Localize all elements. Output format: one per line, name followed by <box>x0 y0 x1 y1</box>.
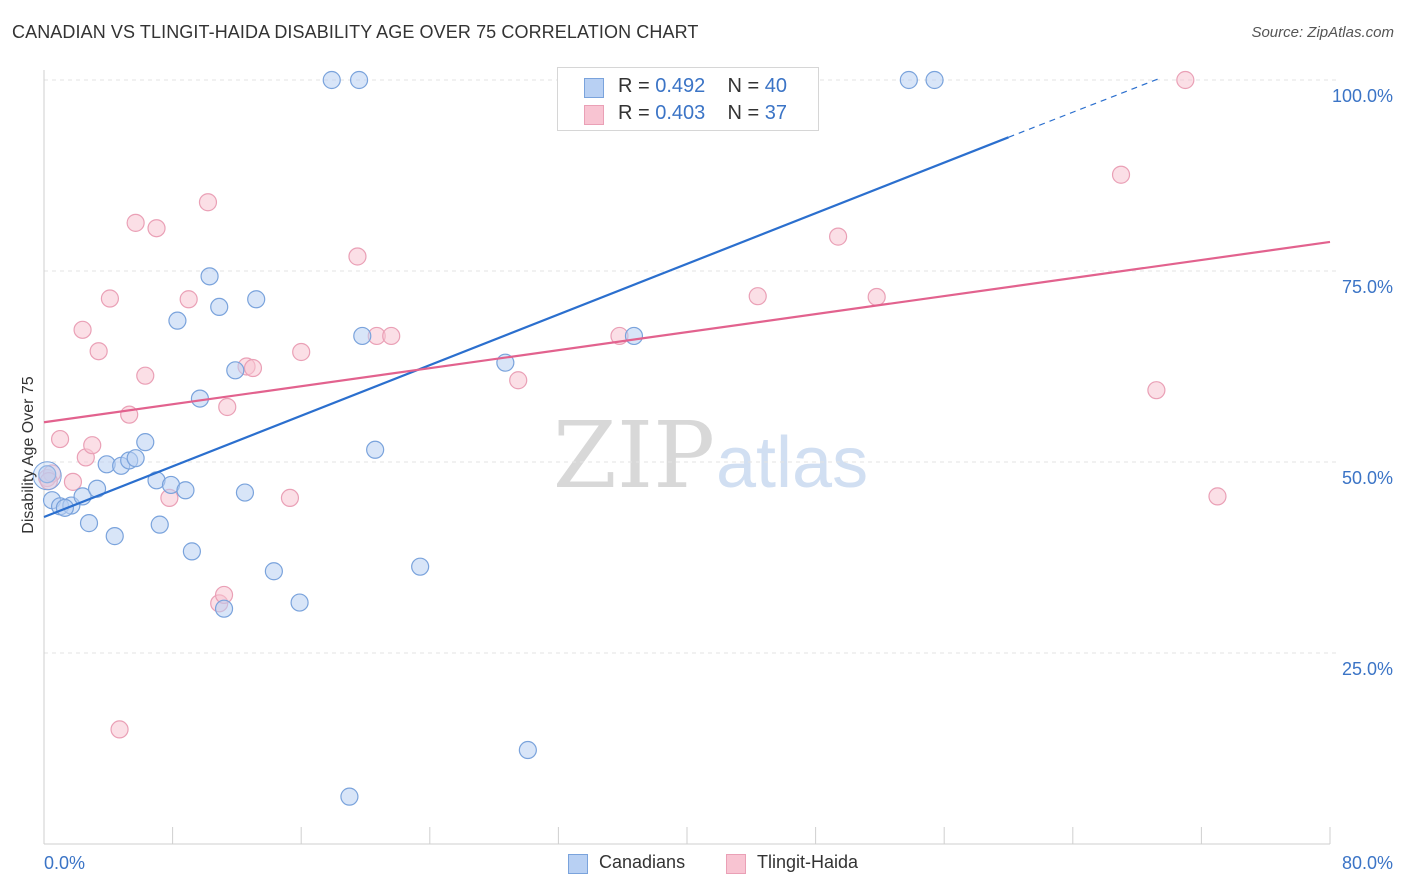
point-tlingit-haida <box>110 720 129 739</box>
swatch-canadians <box>568 854 588 874</box>
trend-line-canadians <box>43 136 1009 519</box>
point-tlingit-haida <box>1208 487 1227 506</box>
chart-title: CANADIAN VS TLINGIT-HAIDA DISABILITY AGE… <box>12 22 699 42</box>
swatch-tlingit-haida <box>726 854 746 874</box>
point-tlingit-haida <box>100 289 120 308</box>
point-canadians <box>518 740 537 760</box>
point-tlingit-haida <box>509 371 528 390</box>
point-canadians <box>349 70 369 90</box>
y-tick-label: 25.0% <box>1342 659 1393 679</box>
x-tick-label-left: 0.0% <box>44 853 85 873</box>
point-tlingit-haida <box>280 488 300 508</box>
point-canadians <box>340 787 359 806</box>
point-canadians <box>290 593 309 612</box>
point-cluster <box>32 461 62 491</box>
point-canadians <box>79 514 99 533</box>
y-tick-label: 75.0% <box>1342 277 1393 297</box>
point-canadians <box>210 297 229 317</box>
point-canadians <box>411 557 430 576</box>
point-tlingit-haida <box>198 193 218 212</box>
point-canadians <box>366 440 385 459</box>
point-tlingit-haida <box>136 366 155 385</box>
point-canadians <box>264 562 283 581</box>
point-canadians <box>899 70 918 90</box>
point-canadians <box>150 515 169 534</box>
point-canadians <box>176 481 195 500</box>
y-tick-label: 50.0% <box>1342 468 1393 488</box>
legend-label-tlingit-haida: Tlingit-Haida <box>757 852 859 872</box>
trend-extension-canadians <box>1008 77 1162 138</box>
point-canadians <box>168 311 187 330</box>
point-canadians <box>235 483 255 502</box>
n-label: N = <box>727 102 765 124</box>
point-canadians <box>624 326 644 346</box>
point-canadians <box>126 449 145 468</box>
swatch-canadians <box>584 78 604 98</box>
point-tlingit-haida <box>867 287 886 307</box>
swatch-tlingit-haida <box>584 105 604 125</box>
point-canadians <box>353 326 372 346</box>
watermark-zip: ZIP <box>553 402 715 509</box>
point-canadians <box>925 70 944 90</box>
point-tlingit-haida <box>179 290 198 309</box>
point-tlingit-haida <box>73 320 92 339</box>
point-canadians <box>200 267 219 286</box>
point-canadians <box>214 599 234 618</box>
point-canadians <box>38 465 57 484</box>
y-axis-label: Disability Age Over 75 <box>20 376 37 534</box>
point-tlingit-haida <box>1147 381 1166 400</box>
r-label: R = <box>618 75 656 97</box>
point-tlingit-haida <box>126 213 145 232</box>
watermark-atlas: atlas <box>716 423 868 503</box>
point-tlingit-haida <box>1111 165 1131 184</box>
point-tlingit-haida <box>50 429 70 449</box>
legend-label-canadians: Canadians <box>599 852 686 872</box>
point-tlingit-haida <box>243 358 263 378</box>
point-canadians <box>226 361 245 380</box>
point-canadians <box>247 290 266 309</box>
point-tlingit-haida <box>748 287 767 306</box>
point-tlingit-haida <box>1176 70 1195 90</box>
point-tlingit-haida <box>292 342 311 362</box>
point-tlingit-haida <box>348 247 367 266</box>
n-label: N = <box>727 75 765 97</box>
source-label: Source: ZipAtlas.com <box>1251 24 1394 41</box>
point-canadians <box>322 70 341 90</box>
point-tlingit-haida <box>83 436 102 455</box>
point-tlingit-haida <box>382 326 401 346</box>
y-tick-label: 100.0% <box>1332 86 1393 106</box>
n-value-tlingit-haida: 37 <box>764 102 788 124</box>
point-tlingit-haida <box>147 219 166 238</box>
point-canadians <box>182 542 201 561</box>
correlation-legend: R = 0.492 N = 40 R = 0.403 N = 37 <box>557 67 819 131</box>
point-tlingit-haida <box>218 397 237 417</box>
n-value-canadians: 40 <box>764 75 788 97</box>
trend-line-tlingit-haida <box>43 240 1331 424</box>
point-canadians <box>136 433 155 452</box>
point-canadians <box>105 527 124 546</box>
x-tick-label-right: 80.0% <box>1342 853 1393 873</box>
r-value-tlingit-haida: 0.403 <box>655 102 706 124</box>
r-label: R = <box>618 102 656 124</box>
r-value-canadians: 0.492 <box>655 75 706 97</box>
point-tlingit-haida <box>63 472 83 491</box>
point-tlingit-haida <box>829 227 848 246</box>
point-tlingit-haida <box>89 342 108 361</box>
